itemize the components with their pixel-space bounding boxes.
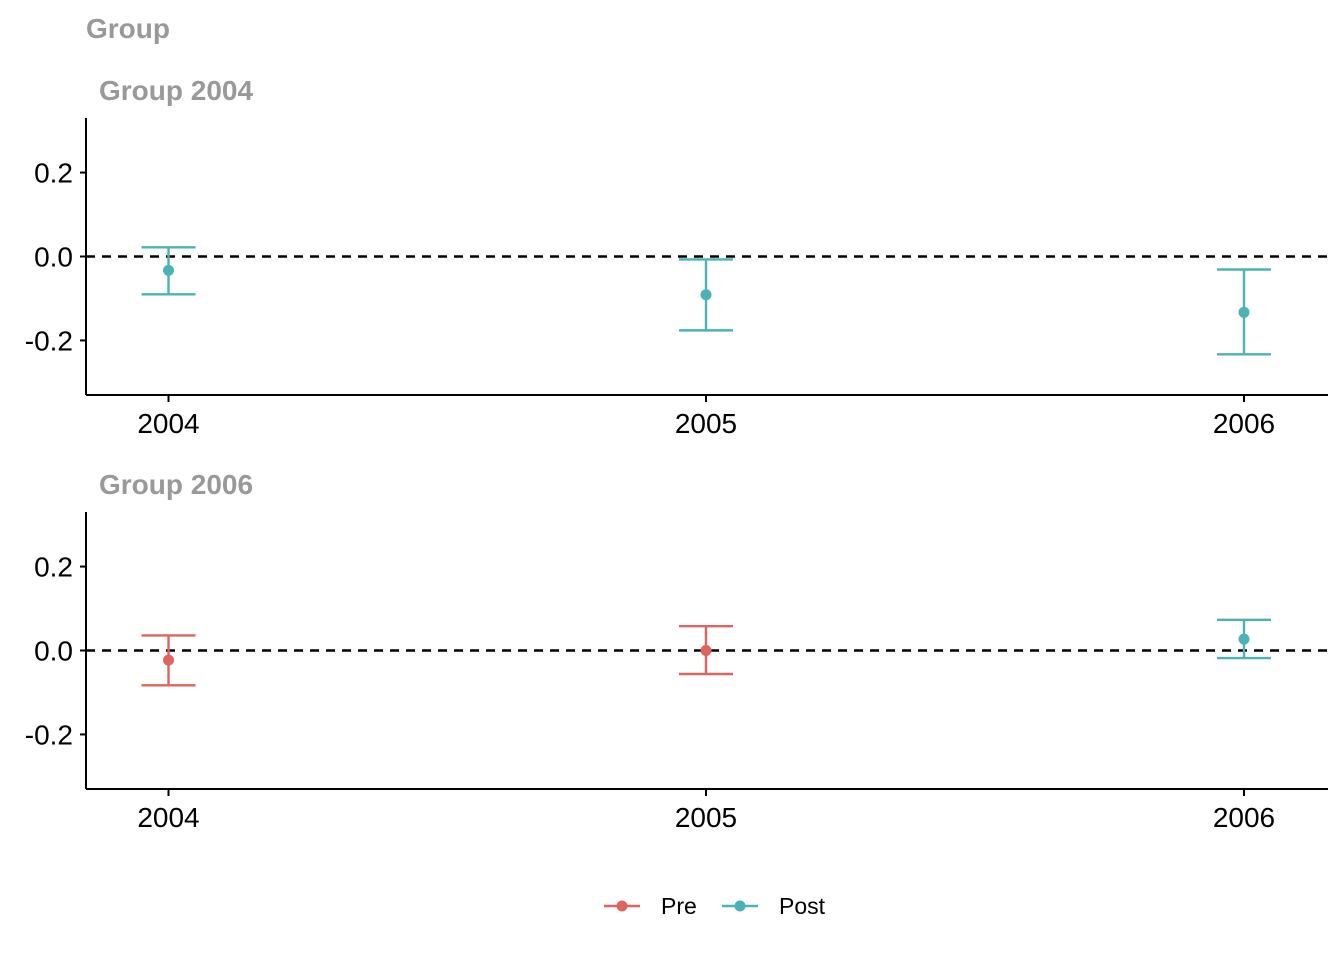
x-tick-label: 2004 <box>137 802 199 833</box>
y-tick-label: 0.2 <box>34 158 73 189</box>
legend-key-point <box>616 900 628 912</box>
error-bar-2004 <box>141 246 196 296</box>
legend: Pre Post <box>604 893 826 919</box>
point-estimate <box>163 654 174 666</box>
error-bar-2006 <box>1217 268 1271 356</box>
point-estimate <box>1238 306 1250 318</box>
error-bar-2004 <box>141 634 196 687</box>
x-tick-label: 2005 <box>675 408 737 439</box>
y-tick-label: 0.2 <box>34 552 73 583</box>
y-tick-label: 0.0 <box>34 636 73 667</box>
legend-item-post: Post <box>722 893 826 919</box>
error-bar-2006 <box>1217 618 1271 660</box>
figure-title: Group <box>86 13 170 44</box>
panel-title: Group 2006 <box>99 469 253 500</box>
point-estimate <box>1238 633 1250 645</box>
error-bar-2005 <box>679 624 733 676</box>
point-estimate <box>700 289 712 301</box>
point-estimate <box>163 264 174 276</box>
legend-label: Pre <box>661 893 697 919</box>
y-tick-label: 0.0 <box>34 242 73 273</box>
x-tick-label: 2006 <box>1213 408 1275 439</box>
error-bar-2005 <box>679 258 733 332</box>
y-tick-label: -0.2 <box>25 719 73 750</box>
y-tick-label: -0.2 <box>25 325 73 356</box>
point-estimate <box>700 645 712 656</box>
x-tick-label: 2006 <box>1213 802 1275 833</box>
x-tick-label: 2005 <box>675 802 737 833</box>
panel-group-2006: Group 2006 0.2 0.0 -0.2 2004 2005 2006 <box>25 469 1328 833</box>
panel-group-2004: Group 2004 0.2 0.0 -0.2 2004 2005 2006 <box>25 75 1328 439</box>
legend-label: Post <box>779 893 826 919</box>
x-tick-label: 2004 <box>137 408 199 439</box>
legend-key-point <box>734 900 746 912</box>
legend-item-pre: Pre <box>604 893 697 919</box>
panel-title: Group 2004 <box>99 75 253 106</box>
